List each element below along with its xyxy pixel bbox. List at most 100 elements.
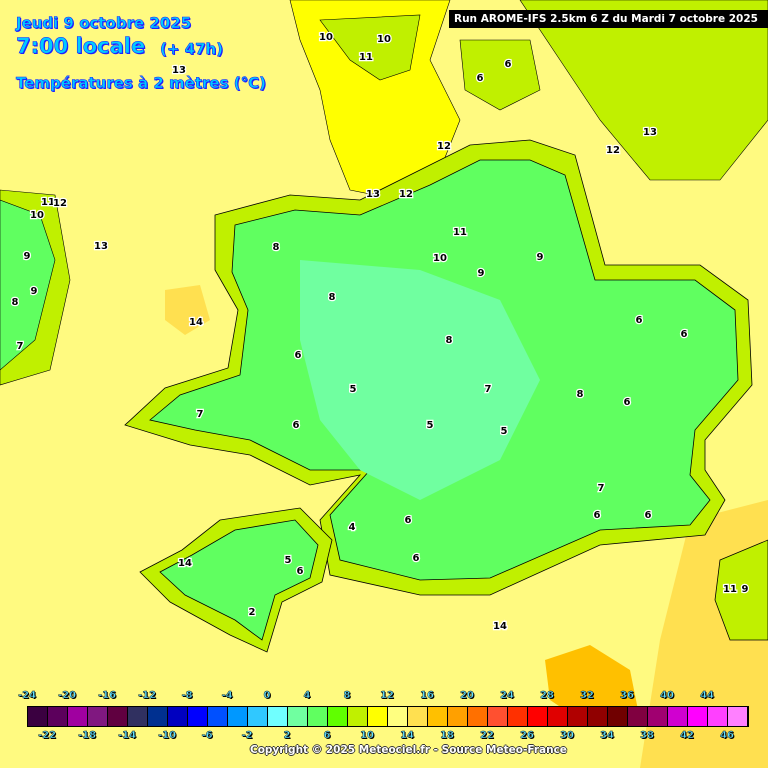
legend-label: -16	[97, 690, 117, 701]
legend-cell	[568, 707, 588, 726]
isotherm-label: 10	[377, 34, 391, 45]
legend-label: -18	[77, 730, 97, 741]
legend-cell	[148, 707, 168, 726]
isotherm-label: 8	[329, 292, 336, 303]
isotherm-label: 7	[485, 384, 492, 395]
legend-cell	[648, 707, 668, 726]
legend-cell	[188, 707, 208, 726]
legend-label: 28	[540, 690, 554, 701]
legend-label: 46	[720, 730, 734, 741]
legend-cell	[688, 707, 708, 726]
legend-label: -14	[117, 730, 137, 741]
legend-cell	[368, 707, 388, 726]
isotherm-label: 11	[723, 584, 737, 595]
forecast-hour: 7:00 locale	[16, 34, 146, 59]
legend-label: 36	[620, 690, 634, 701]
legend-cell	[288, 707, 308, 726]
legend-cell	[408, 707, 428, 726]
legend-cell	[308, 707, 328, 726]
legend-label: 38	[640, 730, 654, 741]
legend-cell	[468, 707, 488, 726]
legend-label: 12	[380, 690, 394, 701]
isotherm-label: 14	[178, 558, 192, 569]
legend-cell	[228, 707, 248, 726]
legend-cell	[388, 707, 408, 726]
isotherm-label: 8	[577, 389, 584, 400]
isotherm-label: 5	[427, 420, 434, 431]
legend-label: 16	[420, 690, 434, 701]
isotherm-label: 13	[172, 65, 186, 76]
legend-label: -2	[241, 730, 253, 741]
legend-cell	[528, 707, 548, 726]
legend-label: 22	[480, 730, 494, 741]
isotherm-label: 10	[319, 32, 333, 43]
legend-label: 18	[440, 730, 454, 741]
isotherm-label: 8	[12, 297, 19, 308]
legend-label: 44	[700, 690, 714, 701]
isotherm-label: 11	[453, 227, 467, 238]
isotherm-label: 10	[30, 210, 44, 221]
legend-cell	[428, 707, 448, 726]
legend-label: -10	[157, 730, 177, 741]
legend-cell	[508, 707, 528, 726]
isotherm-label: 9	[478, 268, 485, 279]
legend-cell	[48, 707, 68, 726]
isotherm-label: 12	[399, 189, 413, 200]
legend-label: 20	[460, 690, 474, 701]
legend-label: 30	[560, 730, 574, 741]
legend-cell	[208, 707, 228, 726]
legend-label: 0	[263, 690, 271, 701]
isotherm-label: 5	[501, 426, 508, 437]
legend-label: 26	[520, 730, 534, 741]
isotherm-label: 14	[189, 317, 203, 328]
legend-label: 40	[660, 690, 674, 701]
isotherm-label: 6	[636, 315, 643, 326]
land-england-wales	[124, 139, 768, 653]
legend-cell	[668, 707, 688, 726]
legend-label: 2	[283, 730, 291, 741]
legend-cell	[108, 707, 128, 726]
isotherm-label: 13	[366, 189, 380, 200]
color-scale-legend	[27, 706, 749, 727]
legend-label: 42	[680, 730, 694, 741]
isotherm-label: 11	[359, 52, 373, 63]
legend-cell	[68, 707, 88, 726]
isotherm-label: 6	[505, 59, 512, 70]
isotherm-label: 9	[537, 252, 544, 263]
legend-cell	[328, 707, 348, 726]
model-run-info: Run AROME-IFS 2.5km 6 Z du Mardi 7 octob…	[449, 10, 768, 28]
legend-cell	[28, 707, 48, 726]
legend-cell	[708, 707, 728, 726]
legend-cell	[128, 707, 148, 726]
legend-cell	[488, 707, 508, 726]
isotherm-label: 6	[645, 510, 652, 521]
isotherm-label: 6	[681, 329, 688, 340]
forecast-date: Jeudi 9 octobre 2025	[16, 14, 192, 33]
legend-label: -4	[221, 690, 233, 701]
legend-label: -12	[137, 690, 157, 701]
legend-label: -20	[57, 690, 77, 701]
isotherm-label: 6	[624, 397, 631, 408]
copyright: Copyright © 2025 Meteociel.fr - Source M…	[250, 744, 567, 756]
legend-cell	[628, 707, 648, 726]
isotherm-label: 9	[742, 584, 749, 595]
legend-label: 10	[360, 730, 374, 741]
isotherm-label: 11	[41, 197, 55, 208]
isotherm-label: 10	[433, 253, 447, 264]
isotherm-label: 12	[53, 198, 67, 209]
legend-cell	[548, 707, 568, 726]
legend-cell	[588, 707, 608, 726]
legend-label: 4	[303, 690, 311, 701]
variable-title: Températures à 2 mètres (°C)	[16, 74, 267, 93]
isotherm-label: 9	[24, 251, 31, 262]
legend-cell	[448, 707, 468, 726]
isotherm-label: 6	[477, 73, 484, 84]
isotherm-label: 13	[643, 127, 657, 138]
legend-cell	[248, 707, 268, 726]
isotherm-label: 8	[446, 335, 453, 346]
isotherm-label: 6	[413, 553, 420, 564]
isotherm-label: 12	[437, 141, 451, 152]
isotherm-label: 7	[17, 341, 24, 352]
isotherm-label: 14	[493, 621, 507, 632]
